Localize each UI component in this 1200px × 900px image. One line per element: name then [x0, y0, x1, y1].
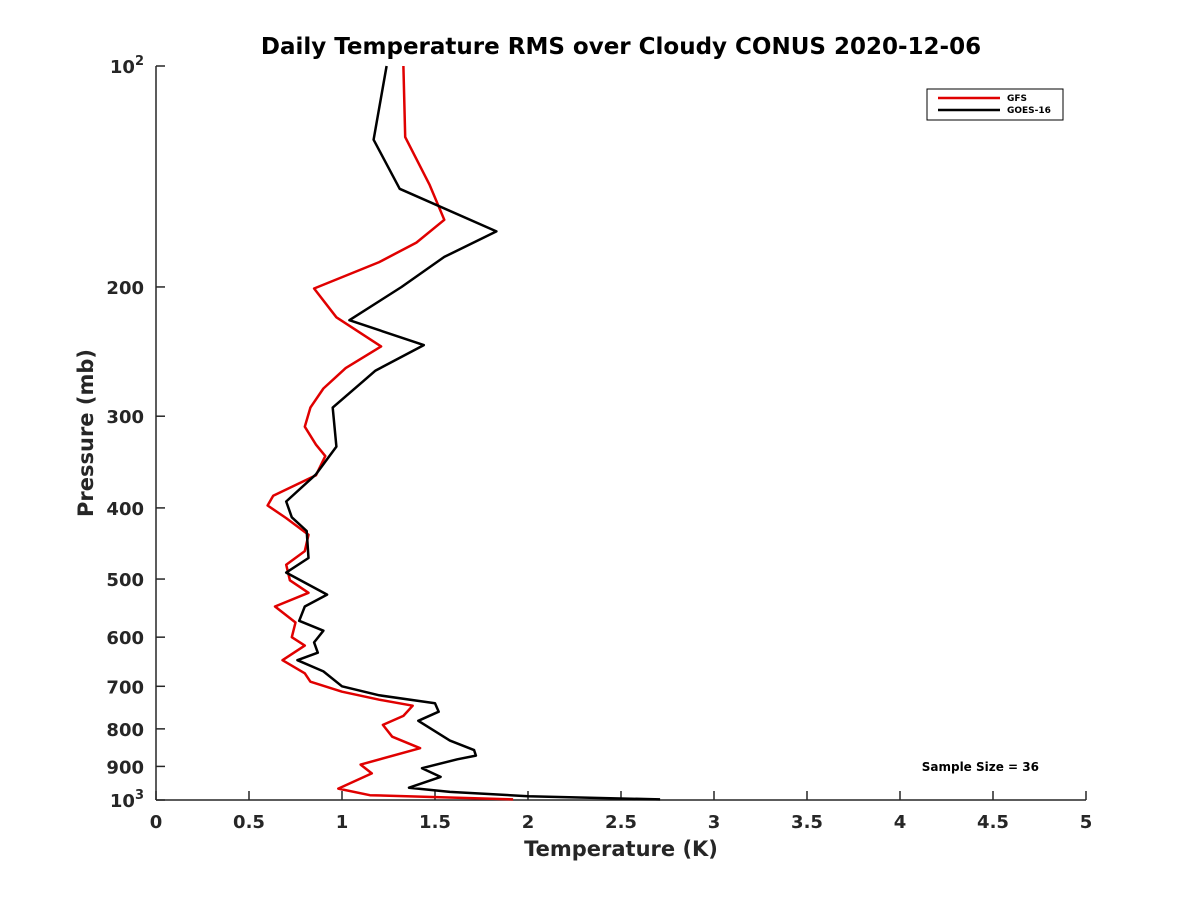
y-tick-label: 102 — [110, 54, 144, 78]
y-axis-label: Pressure (mb) — [74, 349, 98, 517]
x-tick-label: 5 — [1080, 812, 1093, 833]
x-tick-label: 2.5 — [605, 812, 637, 833]
y-tick-label: 800 — [106, 720, 144, 741]
x-tick-label: 4 — [894, 812, 907, 833]
y-tick-label: 200 — [106, 278, 144, 299]
y-tick-label: 600 — [106, 628, 144, 649]
legend: GFS GOES-16 — [926, 88, 1064, 121]
y-tick-exponent: 2 — [135, 54, 144, 69]
x-tick-label: 2 — [522, 812, 535, 833]
y-tick-exponent: 3 — [135, 788, 144, 803]
y-tick-label: 900 — [106, 757, 144, 778]
x-tick-label: 3.5 — [791, 812, 823, 833]
x-tick-label: 1 — [336, 812, 349, 833]
y-tick-label: 103 — [110, 788, 144, 812]
x-axis-label: Temperature (K) — [524, 837, 718, 861]
series-lines — [266, 65, 661, 801]
legend-box — [926, 88, 1064, 121]
series-line-gfs — [266, 65, 514, 801]
x-tick-label: 0.5 — [233, 812, 265, 833]
x-ticks: 0 0.5 1 1.5 2 2.5 3 3.5 4 4.5 5 — [150, 791, 1093, 833]
x-tick-label: 0 — [150, 812, 163, 833]
series-line-goes-16 — [284, 65, 661, 801]
legend-label-goes-16: GOES-16 — [1007, 106, 1051, 116]
y-tick-label: 500 — [106, 570, 144, 591]
chart-title: Daily Temperature RMS over Cloudy CONUS … — [261, 34, 981, 60]
y-ticks: 102 200 300 400 500 600 700 800 900 103 — [106, 54, 165, 812]
x-tick-label: 3 — [708, 812, 721, 833]
x-tick-label: 1.5 — [419, 812, 451, 833]
y-tick-label: 400 — [106, 499, 144, 520]
y-tick-label: 300 — [106, 407, 144, 428]
sample-size-annotation: Sample Size = 36 — [922, 760, 1039, 774]
y-tick-label: 700 — [106, 677, 144, 698]
legend-label-gfs: GFS — [1007, 94, 1027, 104]
x-tick-label: 4.5 — [977, 812, 1009, 833]
